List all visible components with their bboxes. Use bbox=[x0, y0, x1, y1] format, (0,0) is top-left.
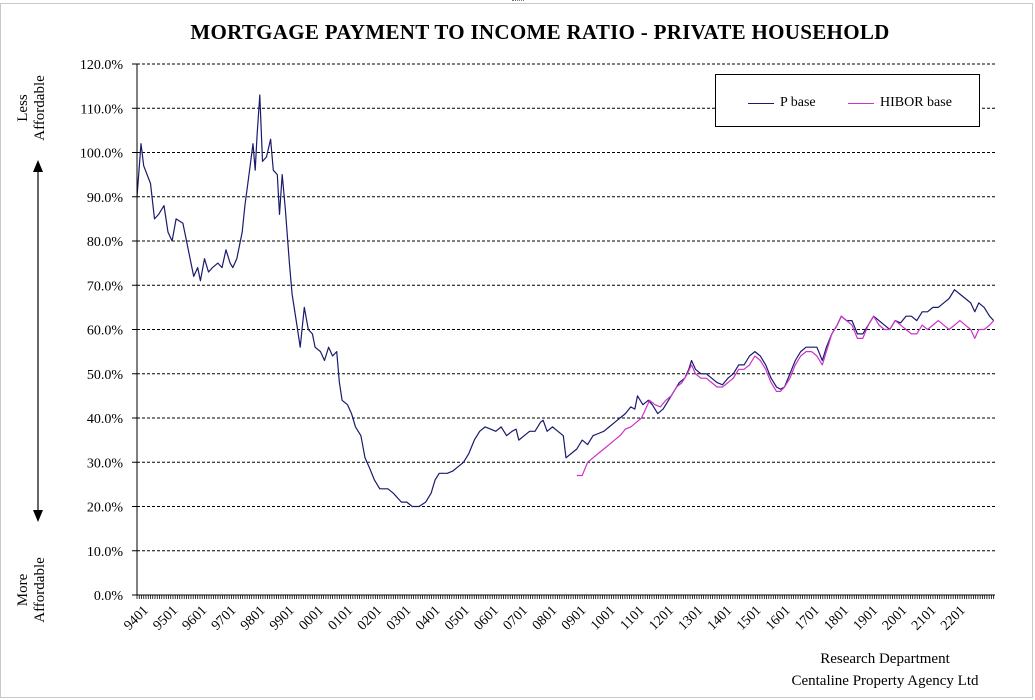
arrow-head-down bbox=[33, 510, 43, 522]
y-tick-label-4: 40.0% bbox=[87, 412, 124, 427]
x-axis-ticks: 9401950196019701980199010001010102010301… bbox=[121, 595, 995, 634]
x-tick-label-1201: 1201 bbox=[647, 603, 677, 633]
y-tick-label-9: 90.0% bbox=[87, 191, 124, 206]
arrow-head-up bbox=[33, 160, 43, 172]
legend-swatch-hibor-base bbox=[848, 102, 874, 104]
resize-grip[interactable] bbox=[512, 0, 524, 5]
y-tick-label-3: 30.0% bbox=[87, 456, 124, 471]
gridlines bbox=[137, 63, 995, 552]
x-tick-label-9601: 9601 bbox=[180, 603, 210, 633]
series-line-p-base bbox=[136, 94, 995, 508]
x-tick-label-1601: 1601 bbox=[763, 603, 793, 633]
x-tick-label-1301: 1301 bbox=[676, 603, 706, 633]
series-lines bbox=[136, 94, 995, 508]
x-tick-label-9901: 9901 bbox=[267, 603, 297, 633]
y-tick-label-0: 0.0% bbox=[94, 589, 124, 604]
x-tick-label-2101: 2101 bbox=[909, 603, 939, 633]
x-tick-label-0401: 0401 bbox=[413, 603, 443, 633]
x-tick-label-0301: 0301 bbox=[384, 603, 414, 633]
credit-department: Research Department bbox=[820, 651, 950, 667]
legend: P base HIBOR base bbox=[715, 74, 980, 127]
x-tick-label-1701: 1701 bbox=[792, 603, 822, 633]
credit-company: Centaline Property Agency Ltd bbox=[791, 673, 979, 689]
legend-label-hibor-base: HIBOR base bbox=[880, 95, 952, 110]
y-tick-label-12: 120.0% bbox=[80, 58, 124, 73]
legend-swatch-p-base bbox=[748, 102, 774, 104]
y-tick-label-5: 50.0% bbox=[87, 368, 124, 383]
x-tick-label-1001: 1001 bbox=[588, 603, 618, 633]
x-tick-label-0601: 0601 bbox=[471, 603, 501, 633]
x-tick-label-0101: 0101 bbox=[326, 603, 356, 633]
x-tick-label-1501: 1501 bbox=[734, 603, 764, 633]
axes bbox=[136, 64, 995, 596]
y-tick-label-6: 60.0% bbox=[87, 324, 124, 339]
x-tick-label-2001: 2001 bbox=[880, 603, 910, 633]
affordability-arrow bbox=[33, 160, 43, 522]
legend-item-p-base: P base bbox=[748, 95, 816, 111]
series-line-hibor-base bbox=[576, 315, 995, 477]
x-tick-label-1401: 1401 bbox=[705, 603, 735, 633]
x-tick-label-9701: 9701 bbox=[209, 603, 239, 633]
legend-item-hibor-base: HIBOR base bbox=[848, 95, 952, 111]
window-frame bbox=[0, 3, 1033, 698]
x-tick-label-9501: 9501 bbox=[151, 603, 181, 633]
y-axis-ticks: 0.0% 10.0% 20.0% 30.0% 40.0% 50.0% 60.0% 70.0% 8… bbox=[80, 58, 137, 604]
x-tick-label-1101: 1101 bbox=[618, 603, 648, 633]
y-tick-label-10: 100.0% bbox=[80, 147, 124, 162]
y-tick-label-1: 10.0% bbox=[87, 545, 124, 560]
x-tick-label-9401: 9401 bbox=[121, 603, 151, 633]
y-tick-label-2: 20.0% bbox=[87, 501, 124, 516]
x-tick-label-0901: 0901 bbox=[559, 603, 589, 633]
x-tick-label-0001: 0001 bbox=[296, 603, 326, 633]
x-tick-label-0201: 0201 bbox=[355, 603, 385, 633]
legend-label-p-base: P base bbox=[780, 95, 816, 110]
y-tick-label-7: 70.0% bbox=[87, 279, 124, 294]
y-tick-label-11: 110.0% bbox=[80, 102, 123, 117]
x-tick-label-0701: 0701 bbox=[501, 603, 531, 633]
chart-title: MORTGAGE PAYMENT TO INCOME RATIO - PRIVA… bbox=[190, 20, 890, 44]
x-tick-label-2201: 2201 bbox=[938, 603, 968, 633]
y-tick-label-8: 80.0% bbox=[87, 235, 124, 250]
x-tick-label-1801: 1801 bbox=[822, 603, 852, 633]
x-tick-label-0801: 0801 bbox=[530, 603, 560, 633]
x-tick-label-9801: 9801 bbox=[238, 603, 268, 633]
x-tick-label-1901: 1901 bbox=[851, 603, 881, 633]
x-tick-label-0501: 0501 bbox=[442, 603, 472, 633]
